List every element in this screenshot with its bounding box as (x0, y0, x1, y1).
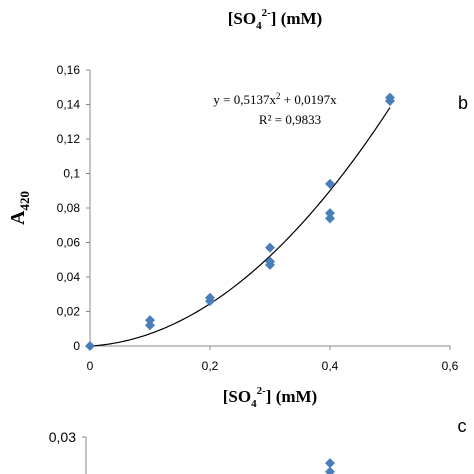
y-tick-label: 0,06 (57, 236, 81, 250)
data-point (85, 341, 95, 351)
data-point (265, 259, 275, 270)
panel-c-label: c (458, 416, 467, 436)
y-tick-label: 0,08 (57, 201, 81, 215)
data-point (145, 320, 155, 331)
panel-b-label: b (458, 93, 468, 113)
r-squared-label: R² = 0,9833 (259, 112, 321, 127)
y-tick-label: 0,04 (57, 270, 81, 284)
y-tick-label: 0,14 (57, 98, 81, 112)
panel-c-y-tick-label: 0,03 (49, 429, 76, 445)
trendline (89, 107, 391, 347)
panel-c-chart: c 0,03 (49, 416, 467, 474)
y-tick-label: 0,16 (57, 63, 81, 77)
y-tick-label: 0,1 (63, 167, 80, 181)
panel-b-chart: b 00,020,040,060,080,10,120,140,16 0 0,2 0… (7, 63, 468, 410)
data-point (145, 315, 155, 326)
x-axis-label: [SO42-] (mM) (223, 385, 317, 410)
data-point (325, 213, 335, 224)
previous-panel-x-axis-label: [SO42-] (mM) (228, 7, 322, 32)
data-point (205, 296, 215, 307)
data-point (265, 242, 275, 253)
data-point (325, 208, 335, 219)
data-point (325, 178, 335, 189)
x-tick-label: 0,6 (442, 359, 459, 373)
y-axis-ticks: 0 0,02 0,04 0,06 0,08 0,1 0,12 0,14 0,16 (57, 63, 90, 353)
y-tick-label: 0,02 (57, 305, 81, 319)
x-tick-label: 0,4 (322, 359, 339, 373)
y-axis-label: A420 (7, 191, 32, 225)
data-point (325, 458, 335, 469)
panel-c-data-points (325, 458, 335, 474)
y-tick-label: 0 (73, 339, 80, 353)
x-axis-ticks: 0 0,2 0,4 0,6 (87, 346, 459, 373)
data-points (85, 92, 395, 351)
trendline-equation: y = 0,5137x2 + 0,0197x (213, 91, 337, 107)
x-tick-label: 0,2 (202, 359, 219, 373)
data-point (325, 466, 335, 474)
y-tick-label: 0,12 (57, 132, 81, 146)
x-tick-label: 0 (87, 359, 94, 373)
data-point (385, 96, 395, 107)
